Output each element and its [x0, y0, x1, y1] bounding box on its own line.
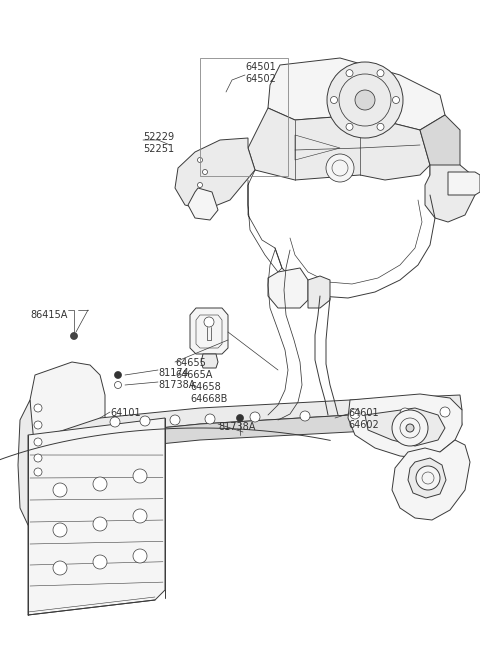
Circle shape [140, 416, 150, 426]
Text: 64101: 64101 [110, 408, 141, 418]
Text: 64665A: 64665A [175, 370, 212, 380]
Text: 64601: 64601 [348, 408, 379, 418]
Polygon shape [348, 394, 462, 458]
Circle shape [406, 424, 414, 432]
Circle shape [204, 317, 214, 327]
Circle shape [327, 62, 403, 138]
Circle shape [93, 555, 107, 569]
Circle shape [300, 411, 310, 421]
Polygon shape [420, 115, 460, 195]
Circle shape [133, 509, 147, 523]
Text: 81738A: 81738A [158, 380, 195, 390]
Circle shape [53, 523, 67, 537]
Polygon shape [18, 400, 50, 530]
Circle shape [416, 466, 440, 490]
Polygon shape [48, 478, 108, 552]
Circle shape [133, 469, 147, 483]
Circle shape [250, 412, 260, 422]
Circle shape [237, 415, 243, 422]
Circle shape [133, 549, 147, 563]
Polygon shape [425, 165, 475, 222]
Circle shape [53, 561, 67, 575]
Text: 64658: 64658 [190, 382, 221, 392]
Circle shape [203, 170, 207, 174]
Circle shape [331, 96, 337, 103]
Text: 86415A: 86415A [30, 310, 67, 320]
Text: 81738A: 81738A [218, 422, 255, 432]
Text: 64602: 64602 [348, 420, 379, 430]
Circle shape [34, 468, 42, 476]
Circle shape [392, 410, 428, 446]
Polygon shape [248, 108, 430, 180]
Circle shape [346, 123, 353, 130]
Circle shape [115, 371, 121, 379]
Circle shape [400, 408, 410, 418]
Circle shape [34, 438, 42, 446]
Circle shape [440, 407, 450, 417]
Polygon shape [448, 172, 480, 195]
Text: 64655: 64655 [175, 358, 206, 368]
Circle shape [93, 477, 107, 491]
Polygon shape [268, 58, 445, 130]
Circle shape [115, 381, 121, 388]
Circle shape [377, 69, 384, 77]
Polygon shape [392, 440, 470, 520]
Polygon shape [30, 362, 105, 482]
Circle shape [197, 183, 203, 187]
Polygon shape [58, 395, 462, 448]
Circle shape [393, 96, 399, 103]
Circle shape [34, 404, 42, 412]
Polygon shape [58, 410, 462, 465]
Polygon shape [28, 418, 165, 615]
Text: 64668B: 64668B [190, 394, 228, 404]
Polygon shape [190, 308, 228, 354]
Polygon shape [188, 188, 218, 220]
Polygon shape [201, 354, 218, 368]
Polygon shape [268, 268, 308, 308]
Text: 52229: 52229 [143, 132, 174, 142]
Text: 64502: 64502 [245, 74, 276, 84]
Text: 52251: 52251 [143, 144, 174, 154]
Polygon shape [365, 408, 445, 446]
Circle shape [197, 157, 203, 162]
Text: 81174: 81174 [158, 368, 189, 378]
Circle shape [34, 454, 42, 462]
Text: 64501: 64501 [245, 62, 276, 72]
Circle shape [170, 415, 180, 425]
Polygon shape [308, 276, 330, 308]
Circle shape [350, 409, 360, 419]
Circle shape [346, 69, 353, 77]
Circle shape [377, 123, 384, 130]
Polygon shape [175, 138, 255, 210]
Circle shape [355, 90, 375, 110]
Circle shape [205, 414, 215, 424]
Bar [200, 58, 288, 176]
Circle shape [110, 417, 120, 427]
Polygon shape [408, 458, 446, 498]
Circle shape [93, 517, 107, 531]
Circle shape [326, 154, 354, 182]
Circle shape [71, 333, 77, 339]
Circle shape [53, 483, 67, 497]
Circle shape [34, 421, 42, 429]
